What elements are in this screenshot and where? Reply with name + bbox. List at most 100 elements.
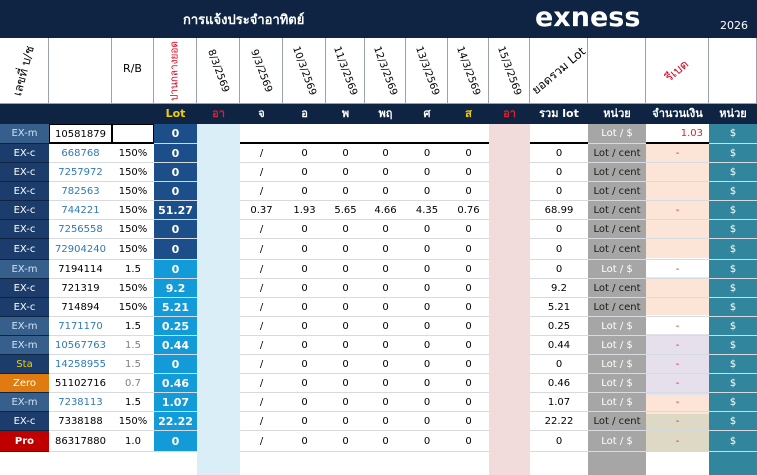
row-6-rb: 150% [112, 239, 154, 260]
header-date-label: 9/3/2569 [248, 47, 274, 94]
row-1-rb: 150% [112, 144, 154, 163]
amount-bg-tan [646, 414, 709, 452]
row-12-lot: 0 [154, 355, 197, 374]
row-10-tue: 0 [283, 317, 326, 336]
row-8-wed: 0 [326, 279, 365, 298]
row-6-cur: $ [709, 239, 757, 260]
header-date-label: 11/3/2569 [331, 44, 359, 97]
row-3-unit: Lot / cent [588, 182, 646, 201]
row-3-amount [646, 182, 709, 201]
report-year: 2026 [720, 19, 748, 32]
row-14-thu: 0 [365, 393, 406, 412]
row-14-sat: 0 [448, 393, 489, 412]
row-7-wed: 0 [326, 260, 365, 279]
row-5-fri: 0 [406, 220, 448, 239]
row-5-wed: 0 [326, 220, 365, 239]
row-5-unit: Lot / cent [588, 220, 646, 239]
row-9-unit: Lot / cent [588, 298, 646, 317]
row-13-cur: $ [709, 374, 757, 393]
row-8-sat: 0 [448, 279, 489, 298]
row-11-sat: 0 [448, 336, 489, 355]
header-lot-sum: ยอดรวม Lot [528, 38, 588, 104]
row-8-tue: 0 [283, 279, 326, 298]
row-0-amount: 1.03 [646, 124, 709, 144]
subheader-day-2: อ [283, 104, 326, 124]
unit-column-bg [588, 124, 646, 475]
row-2-wed: 0 [326, 163, 365, 182]
row-12-thu: 0 [365, 355, 406, 374]
row-14-mon: / [240, 393, 283, 412]
row-13-sat: 0 [448, 374, 489, 393]
header-date-label: 14/3/2569 [454, 44, 482, 97]
row-13-rb: 0.7 [112, 374, 154, 393]
row-16-fri: 0 [406, 431, 448, 452]
row-12-tue: 0 [283, 355, 326, 374]
row-11-mon: / [240, 336, 283, 355]
row-6-thu: 0 [365, 239, 406, 260]
header-rb: R/B [112, 38, 154, 104]
row-16-tue: 0 [283, 431, 326, 452]
row-1-amount: - [646, 144, 709, 163]
subheader-day-0: อา [197, 104, 240, 124]
row-14-acct: 7238113 [49, 393, 112, 412]
row-13-acct: 51102716 [49, 374, 112, 393]
row-12-acct: 14258955 [49, 355, 112, 374]
row-4-wed: 5.65 [326, 201, 365, 220]
row-3-acct: 782563 [49, 182, 112, 201]
header-date-5: 13/3/2569 [406, 38, 448, 104]
row-2-thu: 0 [365, 163, 406, 182]
row-5-acct: 7256558 [49, 220, 112, 239]
row-8-cur: $ [709, 279, 757, 298]
row-15-wed: 0 [326, 412, 365, 431]
row-15-thu: 0 [365, 412, 406, 431]
row-5-thu: 0 [365, 220, 406, 239]
row-7-acct: 7194114 [49, 260, 112, 279]
row-0-fri [406, 124, 448, 144]
row-0-wed [326, 124, 365, 144]
row-16-unit: Lot / $ [588, 431, 646, 452]
row-15-mon: / [240, 412, 283, 431]
row-6-lot: 0 [154, 239, 197, 260]
row-13-mon: / [240, 374, 283, 393]
subheader-day-3: พ [326, 104, 365, 124]
row-0-cur: $ [709, 124, 757, 144]
row-3-thu: 0 [365, 182, 406, 201]
amount-bg-white [646, 258, 709, 277]
header-rebate-label: รีเบต [662, 56, 692, 84]
header-rebate: รีเบต [646, 38, 709, 104]
row-5-tue: 0 [283, 220, 326, 239]
row-7-lot: 0 [154, 260, 197, 279]
row-15-fri: 0 [406, 412, 448, 431]
row-15-rb: 150% [112, 412, 154, 431]
row-0-lot: 0 [154, 124, 197, 144]
header-date-0: 8/3/2569 [197, 38, 240, 104]
row-2-rb: 150% [112, 163, 154, 182]
row-12-type: Sta [0, 355, 49, 374]
header-date-4: 12/3/2569 [365, 38, 406, 104]
row-6-sat: 0 [448, 239, 489, 260]
row-7-fri: 0 [406, 260, 448, 279]
row-9-sat: 0 [448, 298, 489, 317]
row-10-sum: 0.25 [530, 317, 588, 336]
header-account-blank [49, 38, 112, 104]
subheader-day-6: ส [448, 104, 489, 124]
row-14-wed: 0 [326, 393, 365, 412]
row-12-amount: - [646, 355, 709, 374]
row-1-lot: 0 [154, 144, 197, 163]
row-10-acct: 7171170 [49, 317, 112, 336]
header-rb-label: R/B [123, 62, 142, 75]
row-11-unit: Lot / $ [588, 336, 646, 355]
row-1-unit: Lot / cent [588, 144, 646, 163]
row-0-type: EX-m [0, 124, 49, 144]
row-1-fri: 0 [406, 144, 448, 163]
header-lot-sum-label: ยอดรวม Lot [528, 43, 588, 97]
row-7-tue: 0 [283, 260, 326, 279]
row-5-rb: 150% [112, 220, 154, 239]
header-date-6: 14/3/2569 [448, 38, 489, 104]
row-14-fri: 0 [406, 393, 448, 412]
row-1-acct: 668768 [49, 144, 112, 163]
row-9-rb: 150% [112, 298, 154, 317]
row-3-cur: $ [709, 182, 757, 201]
row-13-thu: 0 [365, 374, 406, 393]
